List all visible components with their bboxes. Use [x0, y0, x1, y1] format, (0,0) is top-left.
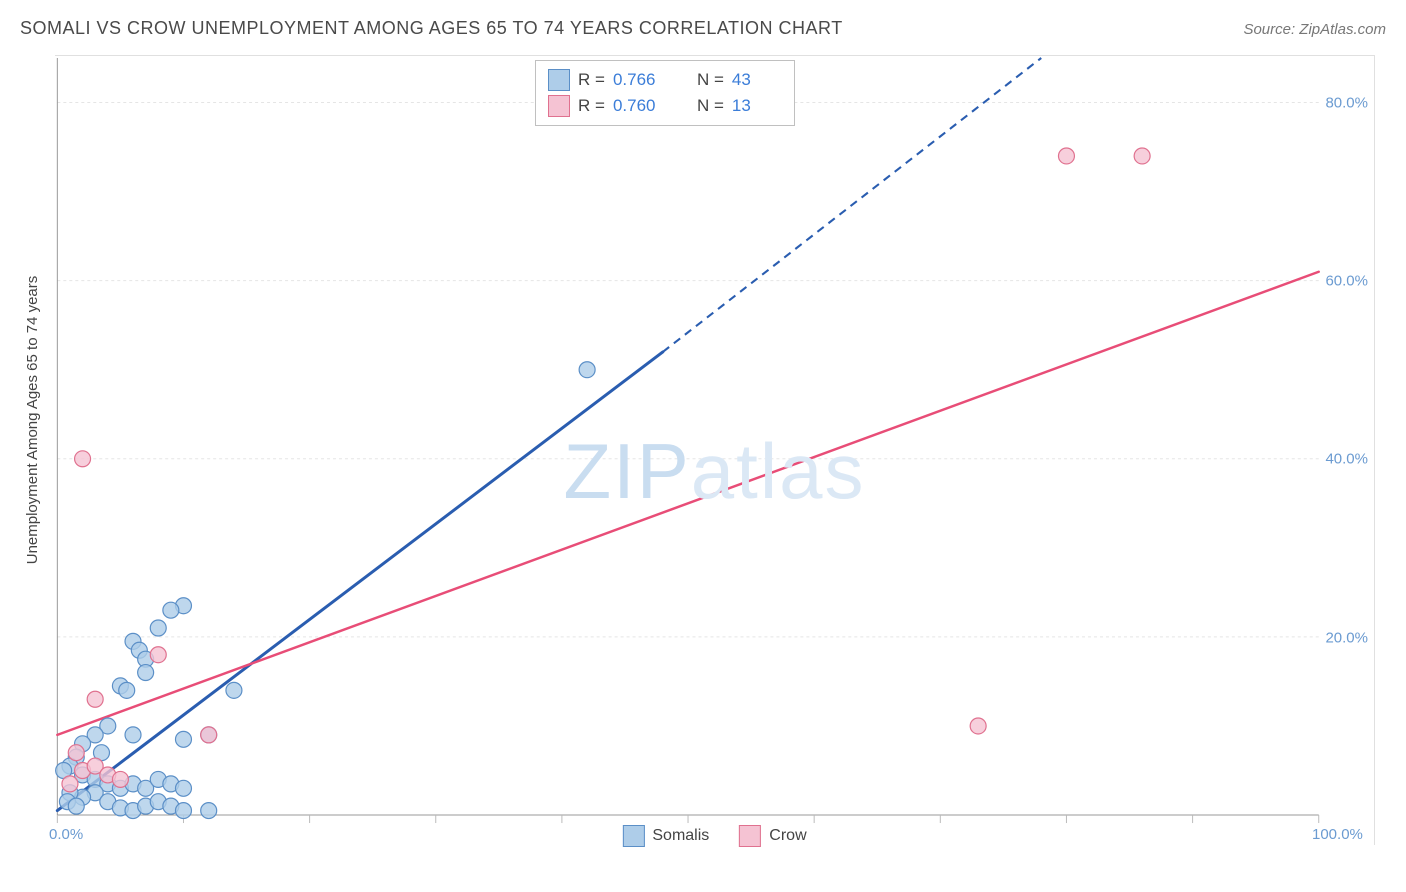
series-legend: Somalis Crow	[614, 825, 814, 847]
y-tick-label: 60.0%	[1325, 272, 1368, 289]
chart-area: ZIPatlas R =0.766N =43R =0.760N =13 Soma…	[55, 55, 1375, 845]
x-tick-label: 100.0%	[1312, 826, 1363, 843]
chart-title: SOMALI VS CROW UNEMPLOYMENT AMONG AGES 6…	[20, 18, 843, 39]
r-value: 0.760	[613, 96, 663, 116]
series-swatch	[548, 69, 570, 91]
chart-source: Source: ZipAtlas.com	[1243, 21, 1386, 38]
legend-swatch	[622, 825, 644, 847]
x-tick-label: 0.0%	[49, 826, 83, 843]
r-label: R =	[578, 96, 605, 116]
stats-row: R = 0.766 N = 43	[548, 67, 782, 93]
stats-row: R = 0.760 N = 13	[548, 93, 782, 119]
chart-header: SOMALI VS CROW UNEMPLOYMENT AMONG AGES 6…	[20, 18, 1386, 39]
y-tick-label: 40.0%	[1325, 451, 1368, 468]
legend-item: Crow	[739, 825, 806, 847]
n-value: 13	[732, 96, 782, 116]
legend-label: Somalis	[652, 827, 709, 845]
n-value: 43	[732, 70, 782, 90]
y-tick-label: 80.0%	[1325, 94, 1368, 111]
r-label: R =	[578, 70, 605, 90]
stats-legend-box: R = 0.766 N = 43 R = 0.760 N = 13	[535, 60, 795, 126]
legend-swatch	[739, 825, 761, 847]
y-axis-label: Unemployment Among Ages 65 to 74 years	[24, 276, 41, 565]
n-label: N =	[697, 70, 724, 90]
scatter-plot	[55, 56, 1374, 845]
series-swatch	[548, 95, 570, 117]
legend-label: Crow	[769, 827, 806, 845]
n-label: N =	[697, 96, 724, 116]
y-tick-label: 20.0%	[1325, 629, 1368, 646]
r-value: 0.766	[613, 70, 663, 90]
legend-item: Somalis	[622, 825, 709, 847]
